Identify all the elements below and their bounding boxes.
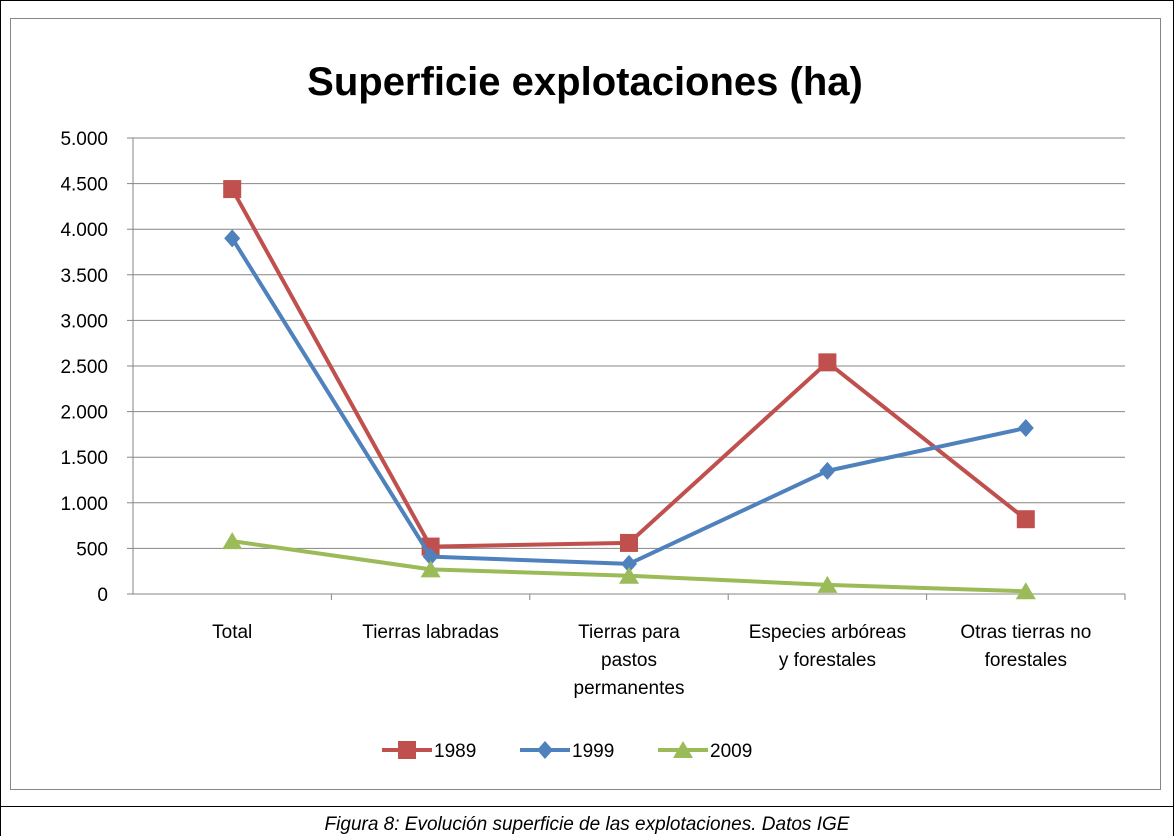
marker <box>224 229 241 248</box>
y-tick-label: 0 <box>97 585 108 606</box>
marker <box>1017 419 1034 438</box>
y-tick-label: 3.000 <box>60 311 108 332</box>
chart-frame <box>10 18 1161 790</box>
x-tick-label: Especies arbóreas y forestales <box>749 622 906 671</box>
legend-marker <box>537 741 553 759</box>
outer-frame <box>0 0 1174 807</box>
x-tick-label: Total <box>212 622 252 643</box>
x-tick-label: Tierras labradas <box>362 622 499 643</box>
marker <box>223 180 242 199</box>
legend-label: 1999 <box>572 741 614 762</box>
caption: Figura 8: Evolución superficie de las ex… <box>325 814 850 835</box>
marker <box>620 533 638 552</box>
legend-label: 2009 <box>710 741 752 762</box>
marker <box>1015 582 1036 600</box>
marker <box>222 532 243 550</box>
marker <box>422 547 439 566</box>
legend-marker <box>398 741 416 759</box>
marker <box>818 353 837 372</box>
y-tick-label: 1.500 <box>60 448 108 469</box>
legend-marker <box>673 741 693 758</box>
y-tick-label: 1.000 <box>60 494 108 515</box>
y-tick-label: 500 <box>76 539 108 560</box>
x-tick-label: Otras tierras no forestales <box>960 622 1091 671</box>
y-tick-label: 2.500 <box>60 357 108 378</box>
legend-label: 1989 <box>434 741 476 762</box>
y-tick-label: 2.000 <box>60 403 108 424</box>
marker <box>619 566 639 584</box>
marker <box>621 554 637 573</box>
marker <box>420 560 441 578</box>
y-tick-label: 3.500 <box>60 266 108 287</box>
x-tick-label: Tierras para pastos permanentes <box>574 622 685 699</box>
chart-title: Superficie explotaciones (ha) <box>307 60 863 104</box>
marker <box>817 575 838 593</box>
y-tick-label: 4.500 <box>60 175 108 196</box>
y-tick-label: 5.000 <box>60 129 108 150</box>
y-tick-label: 4.000 <box>60 220 108 241</box>
marker <box>1016 510 1035 529</box>
marker <box>819 461 836 480</box>
